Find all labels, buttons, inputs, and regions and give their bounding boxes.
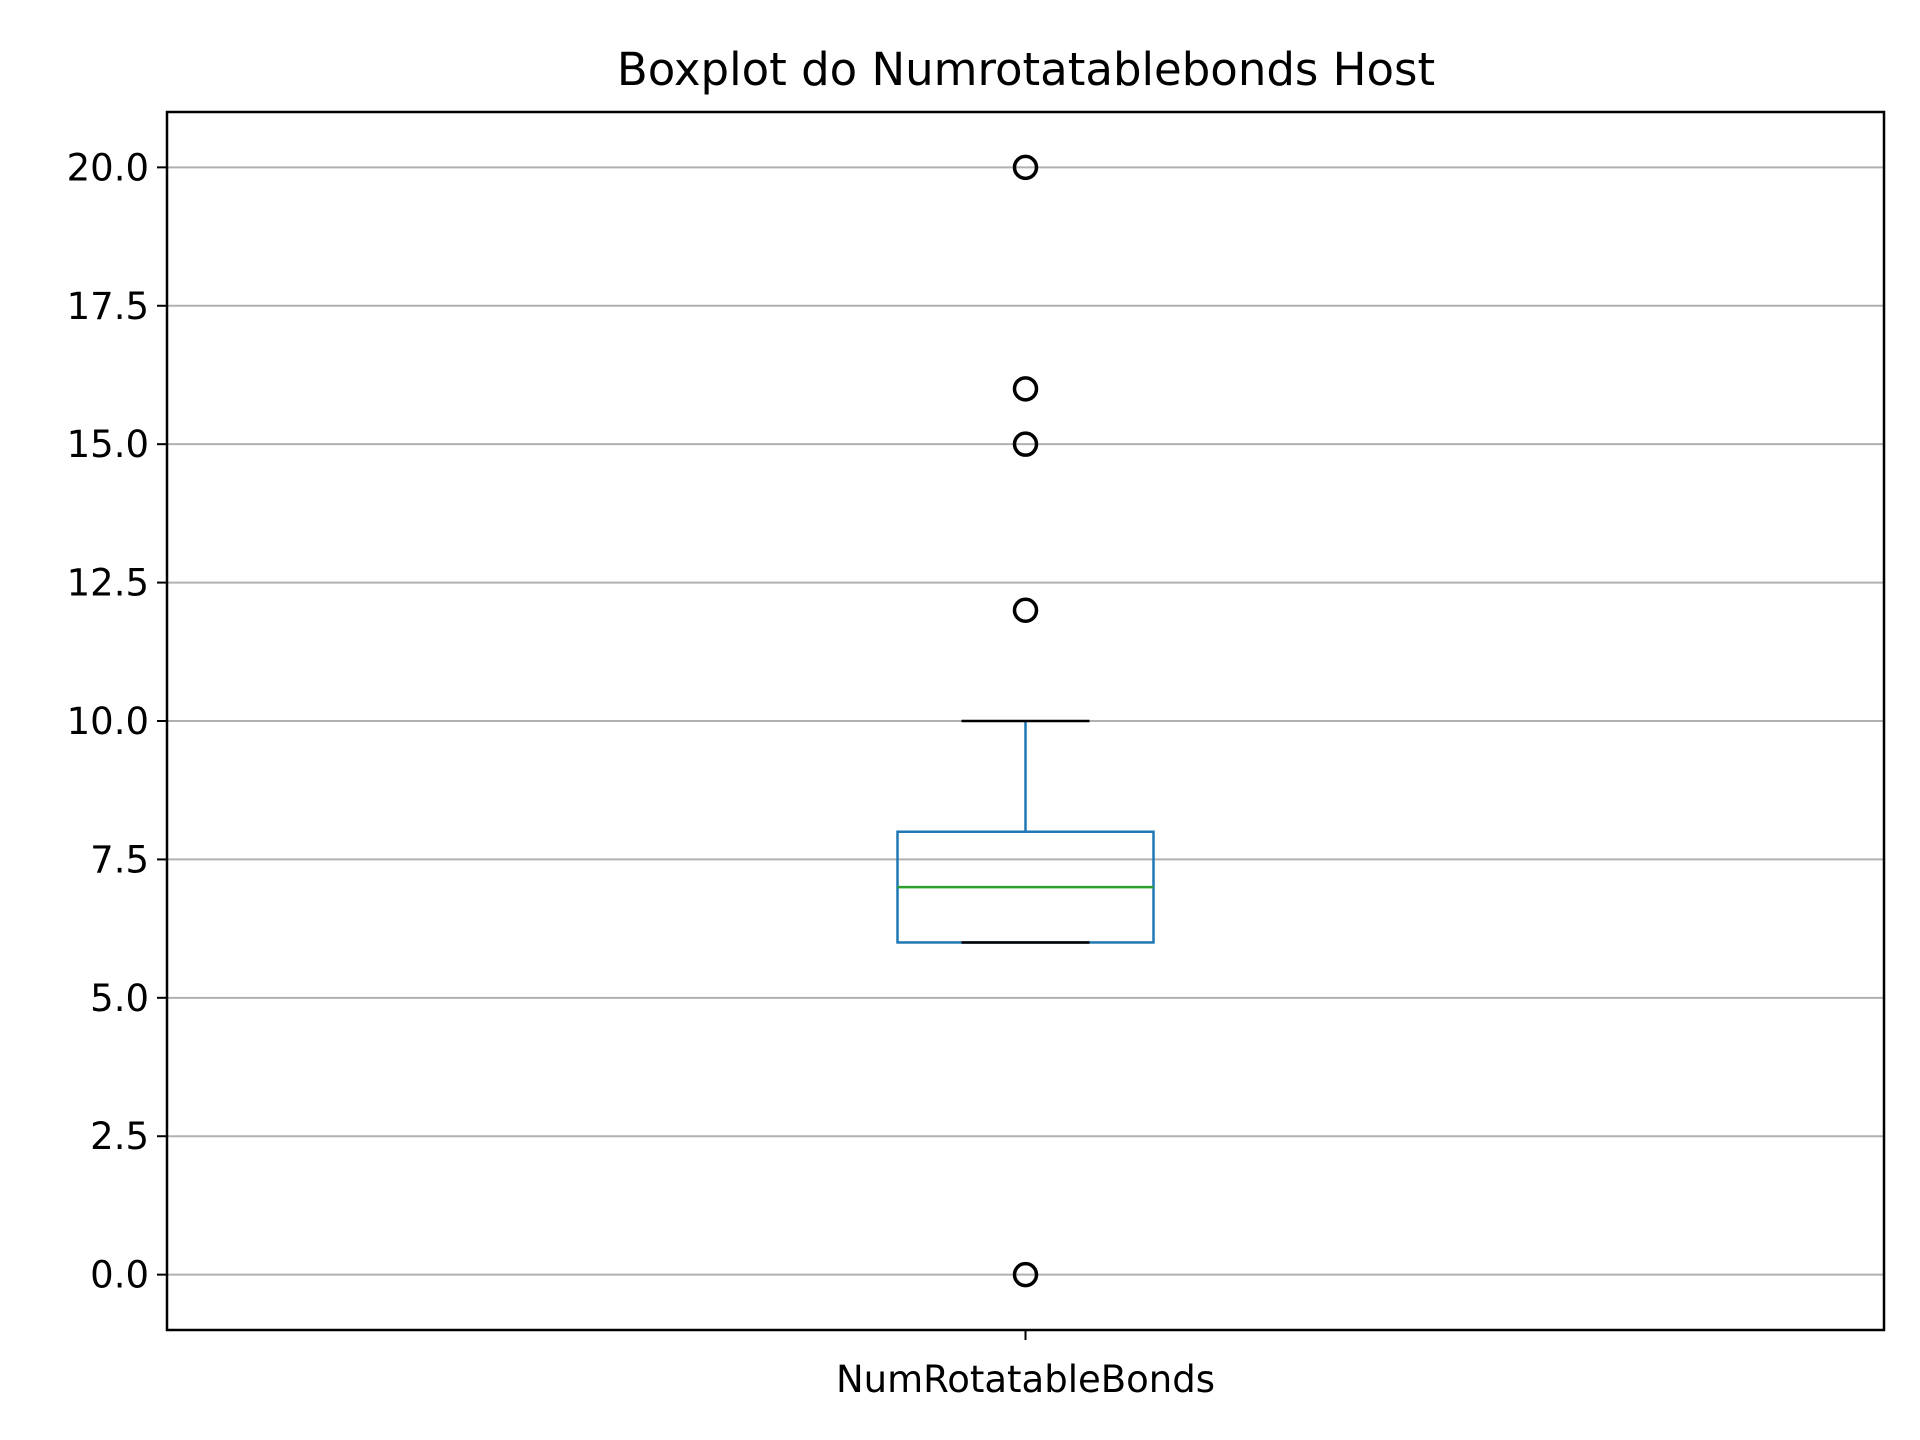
plot-frame: [165, 110, 1886, 1332]
y-tick-label: 5.0: [90, 977, 149, 1020]
x-axis: NumRotatableBonds: [836, 1330, 1215, 1401]
y-tick-label: 20.0: [67, 146, 149, 189]
boxplot-series: [896, 154, 1155, 1288]
y-tick-label: 15.0: [67, 423, 149, 466]
outlier-point: [1012, 1261, 1039, 1288]
x-tick-label: NumRotatableBonds: [836, 1358, 1215, 1401]
y-axis: 0.0 2.5 5.0 7.5 10.0 12.5 15.0 17.5 20.0: [67, 146, 167, 1297]
y-tick-label: 0.0: [90, 1254, 149, 1297]
outlier-point: [1012, 431, 1039, 457]
y-tick-label: 10.0: [67, 700, 149, 743]
chart-title: Boxplot do Numrotatablebonds Host: [617, 43, 1435, 96]
y-tick-label: 2.5: [90, 1115, 149, 1158]
y-tick-label: 7.5: [90, 838, 149, 881]
outlier-point: [1012, 376, 1039, 402]
y-tick-label: 12.5: [67, 562, 149, 605]
outlier-point: [1012, 597, 1039, 624]
outlier-point: [1012, 154, 1039, 181]
y-tick-label: 17.5: [67, 285, 149, 328]
